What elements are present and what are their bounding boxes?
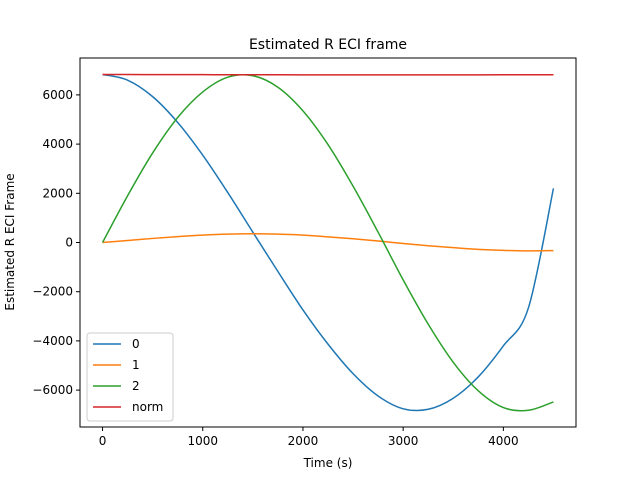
x-tick-label: 1000 <box>187 434 218 448</box>
series-line-1 <box>102 233 554 252</box>
y-tick-label: 4000 <box>42 137 73 151</box>
x-tick-label: 0 <box>99 434 107 448</box>
x-tick-label: 4000 <box>488 434 519 448</box>
y-axis-ticks: −6000 −4000 −2000 0 2000 4000 6000 <box>32 88 80 397</box>
legend-box <box>86 332 174 422</box>
legend-label-1: 1 <box>132 358 140 372</box>
series-line-0 <box>102 73 555 412</box>
x-tick-label: 2000 <box>288 434 319 448</box>
series-line-2 <box>101 73 554 412</box>
x-axis-ticks: 0 1000 2000 3000 4000 <box>99 427 519 448</box>
legend: 0 1 2 norm <box>86 332 174 422</box>
x-tick-label: 3000 <box>388 434 419 448</box>
y-tick-label: 6000 <box>42 88 73 102</box>
y-tick-label: 2000 <box>42 186 73 200</box>
y-tick-label: −2000 <box>32 285 73 299</box>
chart-title: Estimated R ECI frame <box>249 37 407 53</box>
legend-label-2: 2 <box>132 379 140 393</box>
y-axis-label: Estimated R ECI Frame <box>3 173 17 310</box>
legend-label-norm: norm <box>132 400 163 414</box>
plot-area <box>101 73 555 412</box>
y-tick-label: −6000 <box>32 383 73 397</box>
x-axis-label: Time (s) <box>303 456 353 470</box>
y-tick-label: 0 <box>65 236 73 250</box>
y-tick-label: −4000 <box>32 334 73 348</box>
legend-label-0: 0 <box>132 337 140 351</box>
